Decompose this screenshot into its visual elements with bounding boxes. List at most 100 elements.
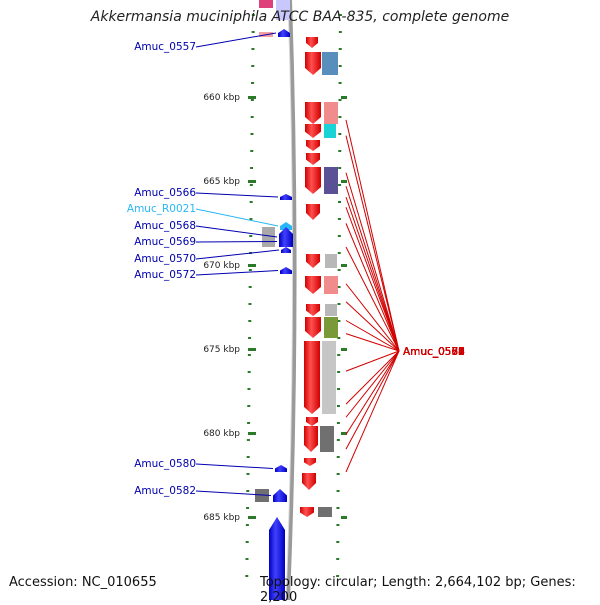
gene-arrow-plus — [302, 473, 316, 490]
cog-box-plus — [318, 507, 332, 517]
scale-dot-right — [336, 422, 340, 424]
gene-arrow-plus — [306, 254, 320, 268]
scale-tick-label: 685 kbp — [203, 513, 240, 523]
gene-label-plus: Amuc_0571 — [403, 346, 465, 358]
scale-dot-right — [337, 388, 341, 390]
scale-dot-right — [338, 82, 342, 84]
scale-dot-right — [338, 150, 342, 152]
scale-tick-mark-right — [341, 96, 347, 99]
gene-label-minus: Amuc_0582 — [134, 485, 196, 497]
cog-box-plus — [324, 167, 338, 194]
scale-dot-right — [336, 473, 340, 475]
scale-dot-right — [336, 541, 340, 543]
scale-dot-left — [250, 167, 254, 169]
cog-box-minus — [262, 227, 275, 247]
gene-label-line-plus — [345, 283, 400, 352]
gene-label-line-plus — [345, 172, 400, 352]
cog-box-plus — [324, 124, 336, 138]
scale-dot-left — [245, 524, 249, 526]
gene-label-line-minus — [195, 225, 278, 238]
scale-dot-right — [336, 405, 340, 407]
scale-dot-left — [246, 507, 250, 509]
gene-label-plus: Amuc_0558 — [403, 346, 465, 358]
scale-tick-mark — [248, 348, 256, 351]
gene-arrow-plus — [305, 167, 321, 194]
gene-arrow-plus — [306, 204, 320, 220]
gene-label-plus: Amuc_0574 — [403, 346, 465, 358]
topology-text: Topology: circular; Length: 2,664,102 bp… — [260, 575, 576, 605]
gene-arrow-plus — [306, 417, 318, 426]
gene-label-line-plus — [345, 196, 400, 352]
gene-label-line-plus — [345, 207, 400, 352]
gene-label-minus: Amuc_0568 — [134, 220, 196, 232]
gene-arrow-plus — [305, 102, 321, 124]
gene-arrow-minus-long — [269, 517, 285, 600]
scale-dot-left — [246, 456, 250, 458]
gene-arrow-plus — [306, 37, 318, 48]
cog-box-plus — [324, 276, 338, 294]
scale-tick-mark — [248, 432, 256, 435]
rna-arrow-minus — [280, 222, 292, 230]
gene-label-line-minus — [195, 208, 279, 227]
scale-dot-left — [249, 235, 253, 237]
scale-dot-right — [337, 303, 341, 305]
cog-box-plus — [324, 317, 338, 338]
scale-dot-left — [249, 184, 253, 186]
gene-label-plus: Amuc_0567 — [403, 346, 465, 358]
scale-dot-right — [337, 235, 341, 237]
scale-dot-left — [249, 218, 253, 220]
gene-arrow-minus — [280, 267, 292, 274]
gene-label-minus: Amuc_0569 — [134, 236, 196, 248]
scale-dot-left — [247, 354, 251, 356]
scale-tick-label: 670 kbp — [203, 261, 240, 271]
cog-box-minus — [255, 489, 269, 502]
scale-dot-left — [250, 116, 254, 118]
scale-dot-left — [247, 422, 251, 424]
scale-dot-right — [338, 116, 342, 118]
scale-dot-left — [246, 439, 250, 441]
gene-fragment-top-minus — [276, 0, 290, 20]
cog-box-plus — [325, 304, 337, 316]
cog-box-plus — [320, 426, 334, 452]
gene-label-minus: Amuc_0572 — [134, 269, 196, 281]
scale-dot-left — [245, 575, 249, 577]
gene-label-plus: Amuc_0565 — [403, 346, 465, 358]
scale-tick-mark — [248, 264, 256, 267]
scale-dot-right — [337, 320, 341, 322]
gene-arrow-plus — [304, 458, 316, 466]
gene-label-plus: Amuc_0575 — [403, 346, 465, 358]
gene-label-plus: Amuc_0578 — [403, 346, 465, 358]
gene-label-line-plus — [345, 350, 400, 405]
cog-box-plus — [325, 254, 337, 268]
scale-dot-left — [251, 31, 255, 33]
gene-label-line-plus — [345, 350, 400, 418]
gene-label-plus: Amuc_0583 — [403, 346, 465, 358]
scale-dot-left — [248, 286, 252, 288]
scale-dot-right — [336, 490, 340, 492]
scale-dot-right — [338, 14, 342, 16]
scale-dot-left — [251, 48, 255, 50]
scale-dot-left — [245, 541, 249, 543]
scale-dot-left — [251, 14, 255, 16]
gene-arrow-minus — [278, 29, 290, 37]
scale-tick-mark-right — [341, 516, 347, 519]
page-title: Akkermansia muciniphila ATCC BAA-835, co… — [90, 9, 510, 25]
scale-dot-right — [337, 218, 341, 220]
scale-dot-right — [336, 507, 340, 509]
gene-arrow-minus — [281, 247, 291, 253]
scale-tick-mark-right — [341, 180, 347, 183]
gene-label-minus: Amuc_0557 — [134, 41, 196, 53]
scale-dot-left — [251, 65, 255, 67]
gene-label-line-plus — [345, 301, 400, 352]
gene-label-plus: Amuc_0579 — [403, 346, 465, 358]
scale-dot-left — [251, 82, 255, 84]
gene-label-line-minus — [195, 463, 274, 469]
gene-label-line-minus — [195, 241, 278, 243]
scale-dot-left — [250, 99, 254, 101]
gene-label-line-plus — [345, 246, 400, 352]
scale-dot-left — [248, 269, 252, 271]
gene-arrow-plus — [305, 52, 321, 75]
genome-backbone-highlight — [285, 0, 294, 601]
scale-tick-mark-right — [341, 432, 347, 435]
accession-text: Accession: NC_010655 — [9, 575, 157, 590]
